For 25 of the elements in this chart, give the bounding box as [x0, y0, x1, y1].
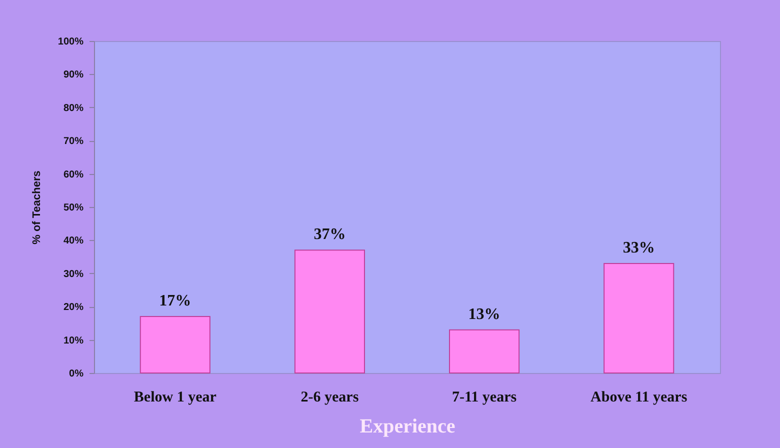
data-label: 37% — [314, 226, 346, 244]
y-tick-label: 60% — [63, 169, 84, 180]
y-tick-label: 70% — [63, 136, 84, 148]
x-tick-label: Above 11 years — [590, 390, 688, 406]
bar — [140, 316, 210, 374]
x-tick-label: Below 1 year — [134, 390, 217, 406]
x-tick-label: 7-11 years — [452, 390, 517, 406]
bar — [604, 262, 674, 374]
y-tick-label: 10% — [63, 335, 84, 346]
bar — [449, 329, 520, 374]
data-label: 33% — [622, 239, 655, 256]
y-tick-label: 40% — [63, 236, 84, 247]
y-tick-label: 50% — [63, 202, 84, 214]
y-tick-label: 80% — [63, 102, 84, 114]
y-tick-label: 20% — [63, 302, 84, 314]
y-tick-label: 100% — [58, 36, 84, 48]
bar — [294, 250, 365, 374]
y-tick-label: 30% — [63, 268, 84, 280]
y-tick-label: 90% — [63, 70, 84, 81]
y-tick-label: 0% — [69, 368, 84, 380]
data-label: 17% — [159, 292, 192, 310]
y-axis-title: % of Teachers — [30, 170, 43, 244]
data-label: 13% — [468, 306, 500, 323]
x-axis-title: Experience — [360, 416, 456, 438]
x-tick-label: 2-6 years — [300, 390, 359, 406]
